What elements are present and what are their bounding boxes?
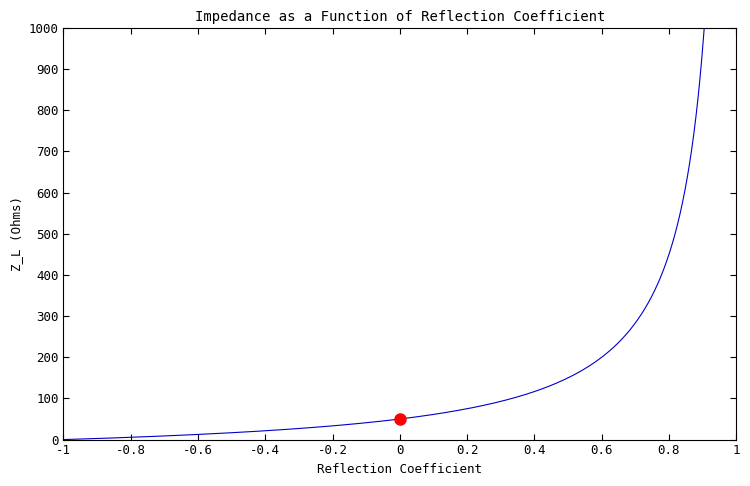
Title: Impedance as a Function of Reflection Coefficient: Impedance as a Function of Reflection Co… — [195, 10, 605, 24]
X-axis label: Reflection Coefficient: Reflection Coefficient — [317, 463, 482, 476]
Y-axis label: Z_L (Ohms): Z_L (Ohms) — [10, 196, 23, 271]
